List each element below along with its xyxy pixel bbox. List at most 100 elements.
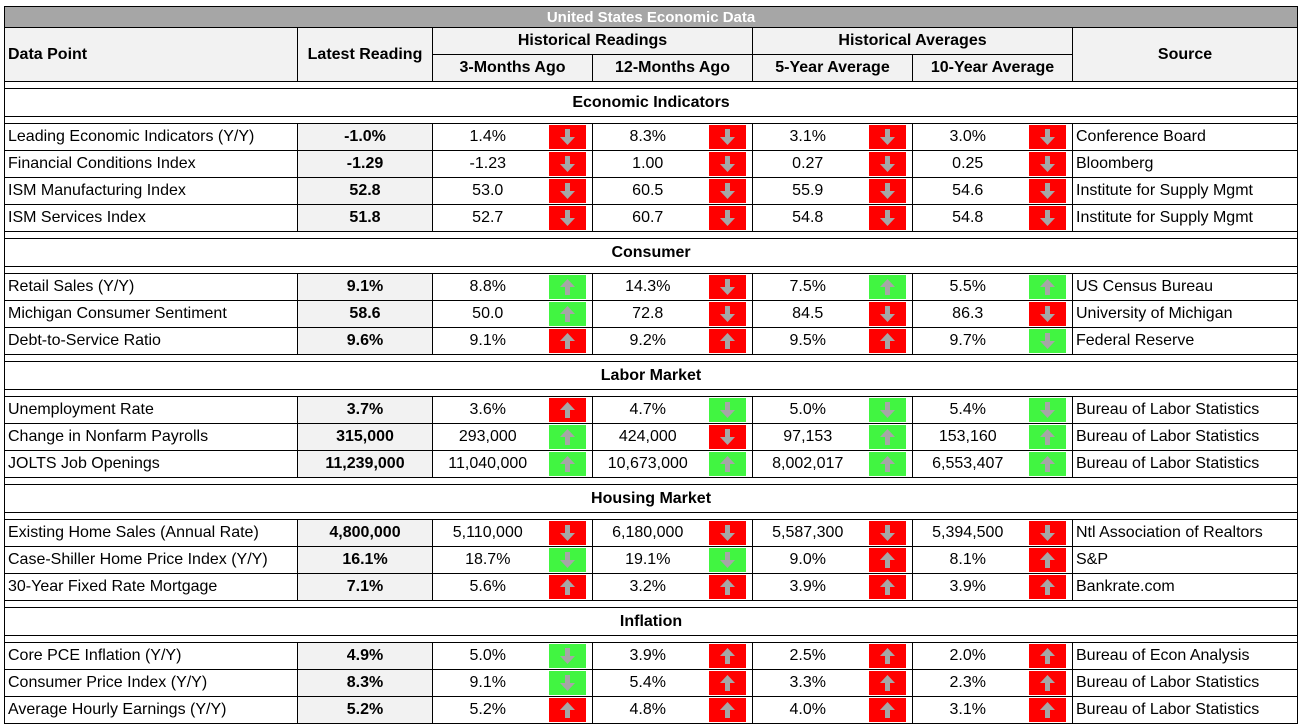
arrow-up-icon <box>548 575 586 599</box>
trend-indicator <box>702 423 753 451</box>
historical-value: 4.7% <box>592 396 703 424</box>
arrow-down-icon <box>868 206 906 230</box>
trend-indicator <box>1022 150 1073 178</box>
table-row: Core PCE Inflation (Y/Y) 4.9% 5.0% 3.9% 2.5%… <box>4 642 1299 670</box>
historical-value: 10,673,000 <box>592 450 703 478</box>
arrow-up-icon <box>548 302 586 326</box>
data-point-name: Debt-to-Service Ratio <box>4 327 298 355</box>
header-3-months-ago: 3-Months Ago <box>432 54 593 82</box>
historical-value: 14.3% <box>592 273 703 301</box>
section-spacer <box>3 635 1299 643</box>
historical-value: 9.1% <box>432 669 543 697</box>
arrow-up-icon <box>1028 698 1066 722</box>
table-row: Average Hourly Earnings (Y/Y) 5.2% 5.2% 4.8… <box>4 696 1299 724</box>
trend-indicator <box>542 396 593 424</box>
arrow-up-icon <box>1028 575 1066 599</box>
arrow-up-icon <box>708 698 746 722</box>
arrow-down-icon <box>868 302 906 326</box>
historical-value: 3.3% <box>752 669 863 697</box>
latest-reading: 58.6 <box>297 300 433 328</box>
historical-value: 5.0% <box>432 642 543 670</box>
historical-value: 5,110,000 <box>432 519 543 547</box>
source-name: US Census Bureau <box>1071 273 1299 301</box>
data-point-name: Unemployment Rate <box>4 396 298 424</box>
trend-indicator <box>1022 696 1073 724</box>
historical-value: 0.27 <box>752 150 863 178</box>
economic-data-table: United States Economic Data Data Point L… <box>3 6 1299 724</box>
latest-reading: 4,800,000 <box>297 519 433 547</box>
arrow-up-icon <box>868 329 906 353</box>
arrow-down-icon <box>548 179 586 203</box>
arrow-down-icon <box>868 398 906 422</box>
arrow-up-icon <box>1028 275 1066 299</box>
data-point-name: JOLTS Job Openings <box>4 450 298 478</box>
historical-value: -1.23 <box>432 150 543 178</box>
latest-reading: 11,239,000 <box>297 450 433 478</box>
data-point-name: ISM Manufacturing Index <box>4 177 298 205</box>
trend-indicator <box>542 204 593 232</box>
arrow-up-icon <box>708 329 746 353</box>
source-name: Conference Board <box>1071 123 1299 151</box>
section-spacer <box>3 116 1299 124</box>
trend-indicator <box>702 696 753 724</box>
trend-indicator <box>862 123 913 151</box>
arrow-down-icon <box>868 152 906 176</box>
header-10-year-average: 10-Year Average <box>912 54 1073 82</box>
trend-indicator <box>542 450 593 478</box>
trend-indicator <box>1022 669 1073 697</box>
trend-indicator <box>702 300 753 328</box>
trend-indicator <box>542 273 593 301</box>
arrow-down-icon <box>708 548 746 572</box>
latest-reading: 9.6% <box>297 327 433 355</box>
arrow-down-icon <box>708 398 746 422</box>
arrow-down-icon <box>548 644 586 668</box>
data-point-name: Consumer Price Index (Y/Y) <box>4 669 298 697</box>
latest-reading: 9.1% <box>297 273 433 301</box>
trend-indicator <box>702 204 753 232</box>
arrow-up-icon <box>708 575 746 599</box>
historical-value: 4.8% <box>592 696 703 724</box>
source-name: Bureau of Labor Statistics <box>1071 696 1299 724</box>
historical-value: 424,000 <box>592 423 703 451</box>
trend-indicator <box>542 546 593 574</box>
historical-value: 1.00 <box>592 150 703 178</box>
historical-value: 60.7 <box>592 204 703 232</box>
arrow-down-icon <box>1028 179 1066 203</box>
header-5-year-average: 5-Year Average <box>752 54 913 82</box>
historical-value: 293,000 <box>432 423 543 451</box>
trend-indicator <box>862 273 913 301</box>
trend-indicator <box>702 519 753 547</box>
section-header: Labor Market <box>3 361 1299 390</box>
historical-value: 3.6% <box>432 396 543 424</box>
trend-indicator <box>702 573 753 601</box>
arrow-down-icon <box>548 125 586 149</box>
latest-reading: 4.9% <box>297 642 433 670</box>
arrow-up-icon <box>708 644 746 668</box>
trend-indicator <box>542 573 593 601</box>
trend-indicator <box>862 519 913 547</box>
trend-indicator <box>862 177 913 205</box>
historical-value: 19.1% <box>592 546 703 574</box>
arrow-down-icon <box>1028 302 1066 326</box>
latest-reading: 3.7% <box>297 396 433 424</box>
latest-reading: -1.0% <box>297 123 433 151</box>
source-name: Federal Reserve <box>1071 327 1299 355</box>
header-12-months-ago: 12-Months Ago <box>592 54 753 82</box>
historical-value: 3.9% <box>912 573 1023 601</box>
trend-indicator <box>542 327 593 355</box>
table-row: Financial Conditions Index -1.29 -1.23 1.00… <box>4 150 1299 178</box>
arrow-up-icon <box>708 452 746 476</box>
trend-indicator <box>862 327 913 355</box>
arrow-down-icon <box>548 521 586 545</box>
section-spacer <box>3 266 1299 274</box>
source-name: Institute for Supply Mgmt <box>1071 204 1299 232</box>
arrow-up-icon <box>1028 644 1066 668</box>
source-name: Bankrate.com <box>1071 573 1299 601</box>
trend-indicator <box>862 450 913 478</box>
arrow-down-icon <box>1028 521 1066 545</box>
trend-indicator <box>702 273 753 301</box>
historical-value: 97,153 <box>752 423 863 451</box>
trend-indicator <box>702 546 753 574</box>
trend-indicator <box>702 396 753 424</box>
trend-indicator <box>702 450 753 478</box>
